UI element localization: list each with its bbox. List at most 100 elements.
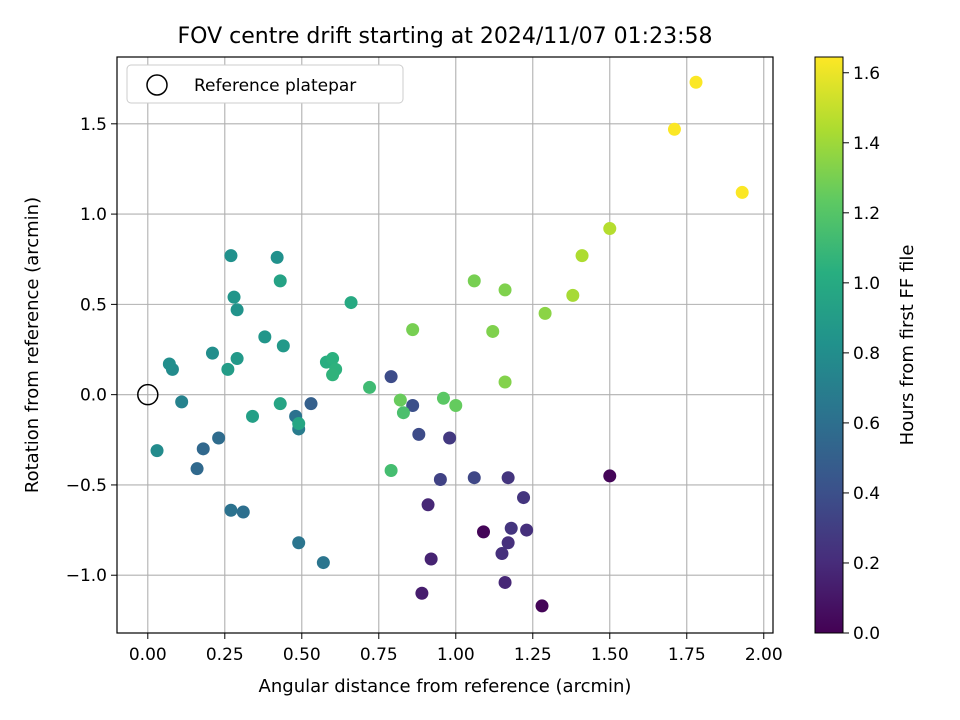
legend-label: Reference platepar: [194, 76, 356, 96]
colorbar-tick-label: 1.2: [853, 204, 880, 224]
data-point: [304, 397, 318, 411]
data-point: [224, 249, 238, 263]
y-tick-label: 0.5: [80, 295, 107, 315]
colorbar-gradient: [814, 56, 844, 634]
data-point: [221, 362, 235, 376]
data-point: [384, 370, 398, 384]
data-point: [316, 556, 330, 570]
data-point: [270, 250, 284, 264]
data-point: [667, 122, 681, 136]
x-axis-ticks: 0.00 0.25 0.50 0.75 1.00 1.25 1.50 1.75 2.00: [129, 633, 783, 665]
colorbar-tick-label: 0.0: [853, 624, 880, 644]
data-point: [344, 296, 358, 310]
data-point: [689, 75, 703, 89]
y-axis-label: Rotation from reference (arcmin): [22, 197, 43, 493]
plot-area: [116, 56, 774, 634]
data-point: [517, 491, 531, 505]
data-point: [175, 395, 189, 409]
data-point: [326, 352, 340, 366]
y-tick-label: 0.0: [80, 386, 107, 406]
data-point: [224, 503, 238, 517]
data-point: [415, 586, 429, 600]
data-point: [273, 274, 287, 288]
data-point: [396, 406, 410, 420]
data-point: [212, 431, 226, 445]
data-point: [406, 398, 420, 412]
data-point: [433, 473, 447, 487]
data-point: [363, 380, 377, 394]
grid-lines: [117, 57, 773, 633]
data-point: [162, 357, 176, 371]
colorbar-tick-label: 1.6: [853, 64, 880, 84]
data-point: [236, 505, 250, 519]
scatter-points: [150, 75, 749, 613]
reference-marker: [137, 383, 159, 406]
x-tick-label: 1.00: [437, 645, 475, 665]
data-point: [575, 249, 589, 263]
x-tick-label: 1.75: [668, 645, 706, 665]
data-point: [566, 288, 580, 302]
colorbar-tick-label: 0.4: [853, 484, 880, 504]
y-tick-label: −0.5: [66, 476, 107, 496]
data-point: [486, 324, 500, 338]
y-tick-label: 1.0: [80, 205, 107, 225]
legend: Reference platepar: [126, 64, 404, 104]
data-point: [230, 352, 244, 366]
data-point: [190, 462, 204, 476]
legend-box: [126, 64, 404, 104]
data-point: [495, 547, 509, 561]
colorbar-tick-label: 1.0: [853, 274, 880, 294]
data-point: [538, 306, 552, 320]
x-tick-label: 1.25: [514, 645, 552, 665]
data-point: [436, 391, 450, 405]
data-point: [421, 498, 435, 512]
colorbar-tick-label: 0.2: [853, 554, 880, 574]
data-point: [406, 323, 420, 337]
data-point: [467, 274, 481, 288]
data-point: [504, 521, 518, 535]
data-point: [535, 599, 549, 613]
data-point: [498, 375, 512, 389]
data-point: [205, 346, 219, 360]
y-tick-label: −1.0: [66, 566, 107, 586]
data-point: [603, 222, 617, 236]
data-point: [501, 536, 515, 550]
data-point: [273, 397, 287, 411]
data-point: [735, 185, 749, 199]
data-point: [384, 463, 398, 477]
data-point: [498, 283, 512, 297]
data-point: [196, 442, 210, 456]
chart-title: FOV centre drift starting at 2024/11/07 …: [178, 24, 713, 49]
data-point: [230, 303, 244, 317]
x-tick-label: 0.00: [129, 645, 167, 665]
y-axis-ticks: −1.0 −0.5 0.0 0.5 1.0 1.5: [66, 115, 117, 586]
colorbar-tick-label: 0.6: [853, 414, 880, 434]
x-tick-label: 2.00: [745, 645, 783, 665]
x-axis-label: Angular distance from reference (arcmin): [259, 676, 632, 697]
data-point: [246, 409, 260, 423]
data-point: [603, 469, 617, 483]
data-point: [501, 471, 515, 485]
data-point: [412, 427, 426, 441]
data-point: [449, 398, 463, 412]
data-point: [393, 393, 407, 407]
y-tick-label: 1.5: [80, 115, 107, 135]
data-point: [424, 552, 438, 566]
data-point: [276, 339, 290, 353]
colorbar-ticks: 0.0 0.2 0.4 0.6 0.8 1.0 1.2 1.4 1.6: [843, 64, 880, 644]
colorbar: 0.0 0.2 0.4 0.6 0.8 1.0 1.2 1.4 1.6 Hours from f…: [814, 56, 918, 644]
data-point: [227, 290, 241, 304]
data-point: [326, 368, 340, 382]
data-point: [520, 523, 534, 537]
x-tick-label: 1.50: [591, 645, 629, 665]
x-tick-label: 0.50: [283, 645, 321, 665]
data-point: [467, 471, 481, 485]
legend-marker: [146, 74, 168, 96]
colorbar-label: Hours from first FF file: [897, 245, 918, 446]
x-tick-label: 0.25: [206, 645, 244, 665]
data-point: [258, 330, 272, 344]
x-tick-label: 0.75: [360, 645, 398, 665]
data-point: [443, 431, 457, 445]
data-point: [292, 417, 306, 431]
